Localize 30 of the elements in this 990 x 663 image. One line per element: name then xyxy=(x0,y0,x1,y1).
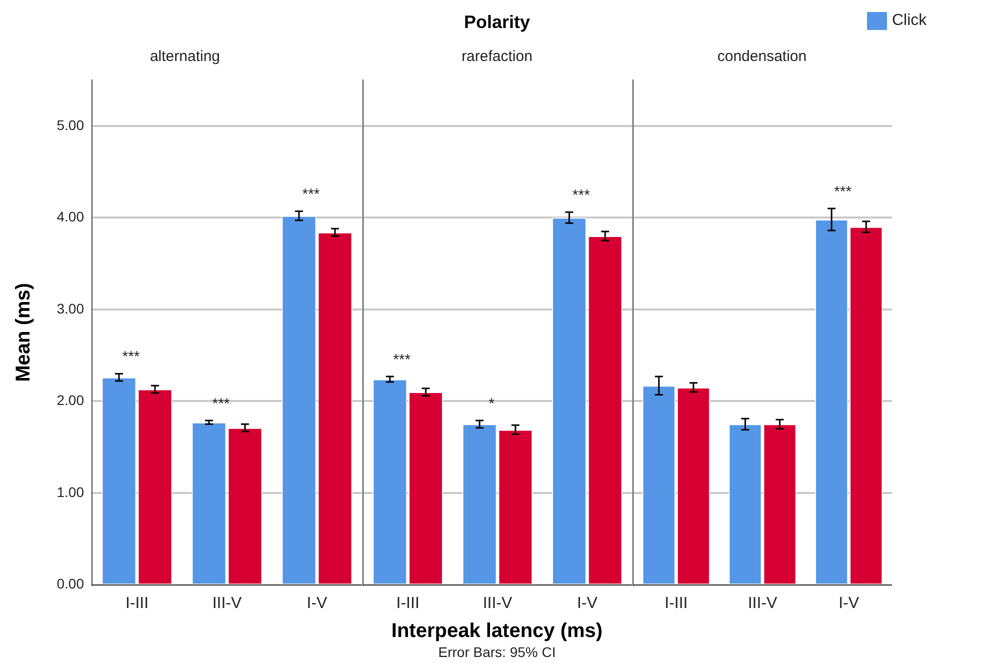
annotation: *** xyxy=(302,186,320,204)
y-tick-label: 2.00 xyxy=(56,392,84,408)
annotation: *** xyxy=(212,396,230,413)
legend-label: Click xyxy=(892,12,927,30)
y-tick-label: 0.00 xyxy=(56,576,84,592)
annotation: * xyxy=(488,396,495,413)
annotation: *** xyxy=(122,348,140,366)
x-tick-label: I-III xyxy=(664,594,688,612)
chart-subtitle: rarefaction xyxy=(462,48,532,66)
chart-title: alternating xyxy=(150,48,220,66)
y-tick-label: 5.00 xyxy=(56,116,84,133)
x-tick-label: III-V xyxy=(482,594,512,612)
x-tick-label: I-V xyxy=(838,594,860,612)
chart-title: Polarity xyxy=(462,12,532,33)
y-tick-label: 3.00 xyxy=(56,300,84,316)
x-tick-label: I-III xyxy=(396,594,420,612)
x-tick-label: I-V xyxy=(576,594,598,612)
x-axis-title: Interpeak latency (ms) xyxy=(390,620,604,643)
x-tick-label: III-V xyxy=(212,594,242,612)
text: Error Bars: 95% CI xyxy=(437,644,557,660)
x-tick-label: I-V xyxy=(306,594,328,612)
annotation: *** xyxy=(393,351,411,368)
y-tick-label: 4.00 xyxy=(56,208,84,225)
x-tick-label: III-V xyxy=(748,594,778,612)
x-tick-label: I-III xyxy=(125,594,149,612)
y-axis-title: Mean (ms) xyxy=(12,282,35,382)
annotation: *** xyxy=(834,183,852,200)
chart-title: condensation xyxy=(717,48,807,66)
annotation: *** xyxy=(572,187,590,204)
y-tick-label: 1.00 xyxy=(56,484,84,500)
